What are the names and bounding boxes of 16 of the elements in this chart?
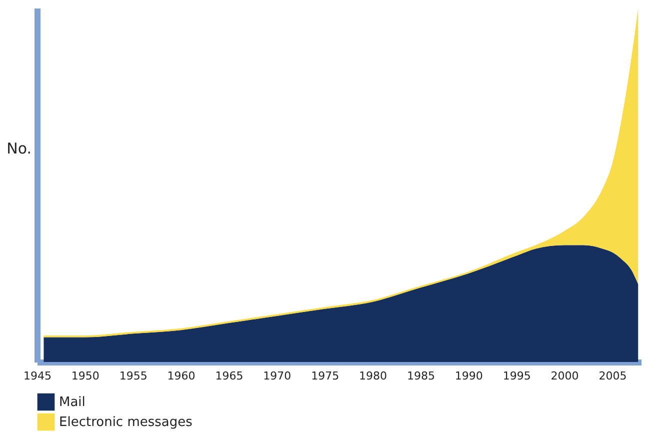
x-tick-label: 1960 xyxy=(167,370,196,382)
x-tick-label: 2005 xyxy=(598,370,627,382)
x-tick-label: 1945 xyxy=(24,370,52,382)
x-tick-label: 1980 xyxy=(359,370,388,382)
x-tick-label: 2000 xyxy=(550,370,579,382)
x-tick-label: 1995 xyxy=(502,370,531,382)
x-tick-label: 1955 xyxy=(119,370,148,382)
legend-label: Mail xyxy=(59,395,86,410)
x-tick-label: 1985 xyxy=(406,370,435,382)
x-tick-label: 1990 xyxy=(454,370,483,382)
x-tick-label: 1970 xyxy=(263,370,292,382)
x-tick-label: 1965 xyxy=(215,370,244,382)
y-axis-title: No. xyxy=(6,140,32,158)
legend-label: Electronic messages xyxy=(59,415,193,430)
x-tick-label: 1975 xyxy=(311,370,340,382)
x-tick-label: 1950 xyxy=(71,370,100,382)
